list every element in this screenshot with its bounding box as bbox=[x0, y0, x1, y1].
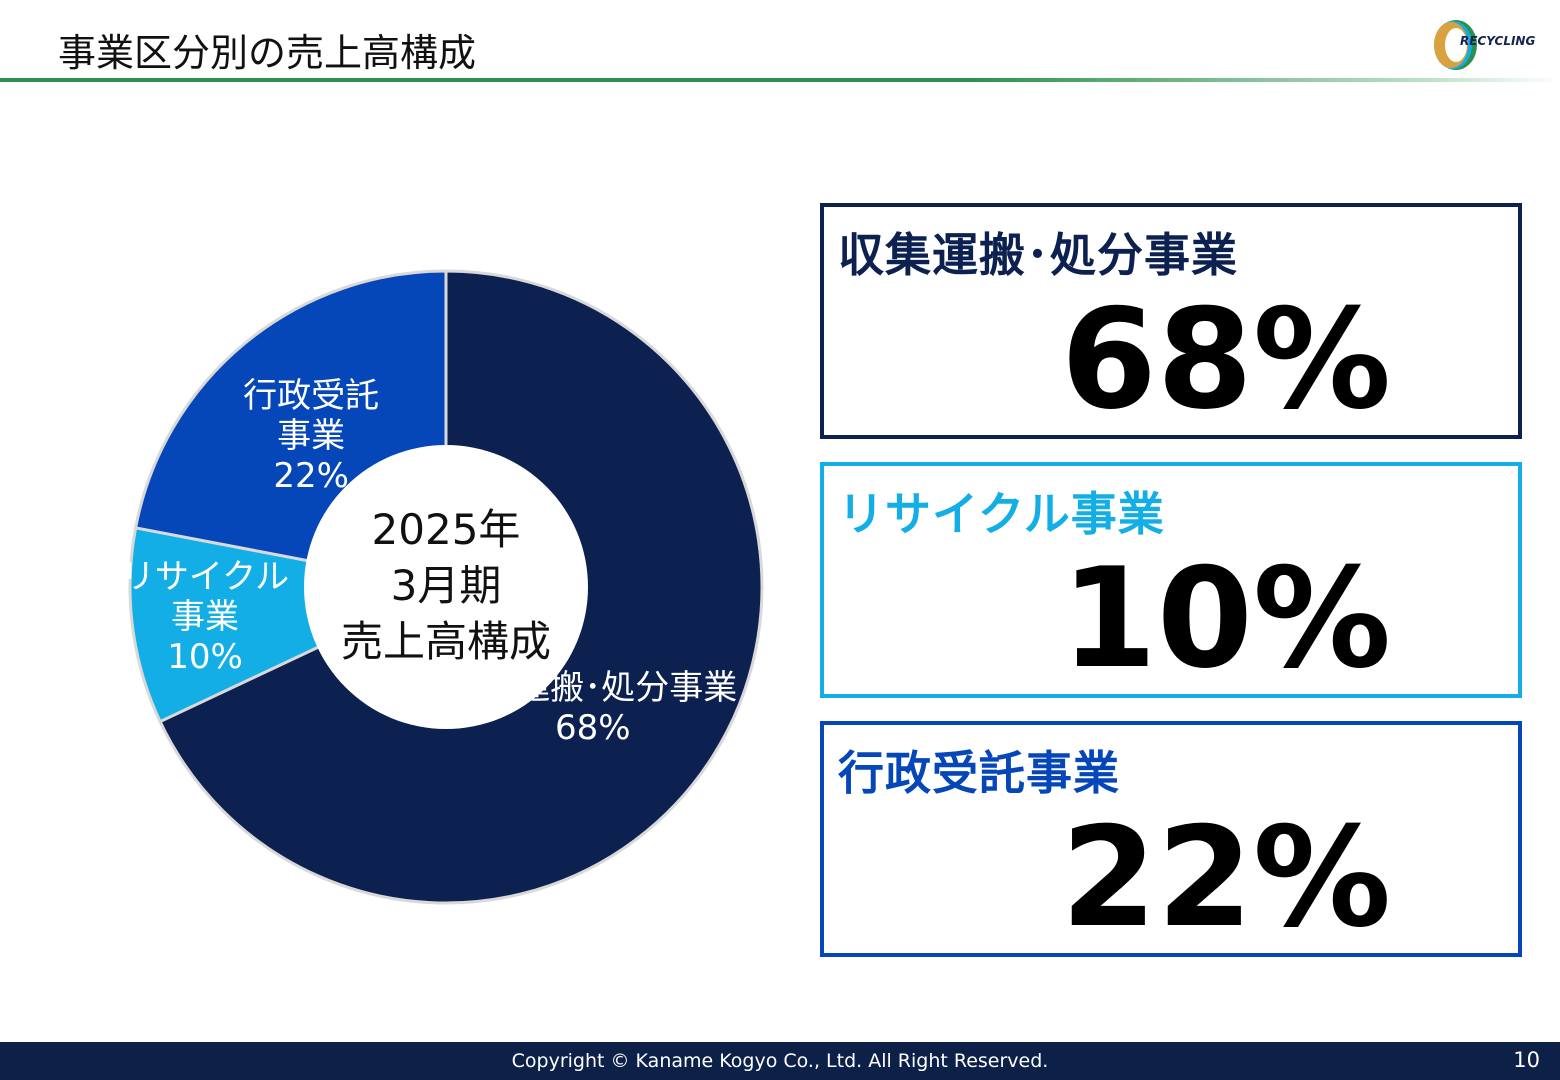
stat-card-collection: 収集運搬･処分事業 68% bbox=[820, 203, 1522, 439]
slice-label-line: 事業 bbox=[171, 596, 240, 637]
stat-card-municipal: 行政受託事業 22% bbox=[820, 721, 1522, 957]
slice-label-line: 22% bbox=[273, 456, 349, 497]
stat-card-value: 68% bbox=[1060, 279, 1392, 440]
stat-card-value: 10% bbox=[1060, 538, 1392, 699]
center-label-line: 2025年 bbox=[371, 505, 521, 554]
title-divider bbox=[0, 78, 1560, 82]
page-title: 事業区分別の売上高構成 bbox=[58, 31, 477, 75]
slice-label-line: 行政受託 bbox=[243, 376, 380, 417]
stat-card-name: リサイクル事業 bbox=[838, 487, 1165, 541]
page-number: 10 bbox=[1513, 1048, 1540, 1072]
stat-card-value: 22% bbox=[1060, 797, 1392, 958]
slice-label-line: 事業 bbox=[277, 416, 346, 457]
footer-bar: Copyright © Kaname Kogyo Co., Ltd. All R… bbox=[0, 1042, 1560, 1080]
logo-text: RECYCLING bbox=[1460, 34, 1536, 48]
center-label-line: 売上高構成 bbox=[340, 617, 551, 666]
donut-center-label: 2025年 3月期 売上高構成 bbox=[300, 502, 592, 670]
copyright-text: Copyright © Kaname Kogyo Co., Ltd. All R… bbox=[511, 1050, 1049, 1072]
stat-card-name: 収集運搬･処分事業 bbox=[838, 228, 1238, 282]
slice-label-line: 68% bbox=[554, 708, 631, 749]
slice-label-line: リサイクル bbox=[120, 556, 290, 597]
donut-hole bbox=[304, 445, 588, 729]
slice-label-line: 収集運搬･処分事業 bbox=[448, 668, 738, 709]
center-label-line: 3月期 bbox=[390, 561, 502, 610]
donut-slice-label: 収集運搬･処分事業 68% bbox=[448, 668, 737, 748]
stat-card-recycling: リサイクル事業 10% bbox=[820, 462, 1522, 698]
slice-label-line: 10% bbox=[167, 636, 243, 677]
recycling-logo-icon bbox=[1434, 20, 1477, 70]
stat-card-name: 行政受託事業 bbox=[838, 746, 1120, 800]
donut-slice-label: リサイクル 事業 10% bbox=[121, 557, 289, 677]
recycling-logo: RECYCLING bbox=[1426, 16, 1548, 74]
donut-slice-label: 行政受託 事業 22% bbox=[243, 376, 379, 496]
